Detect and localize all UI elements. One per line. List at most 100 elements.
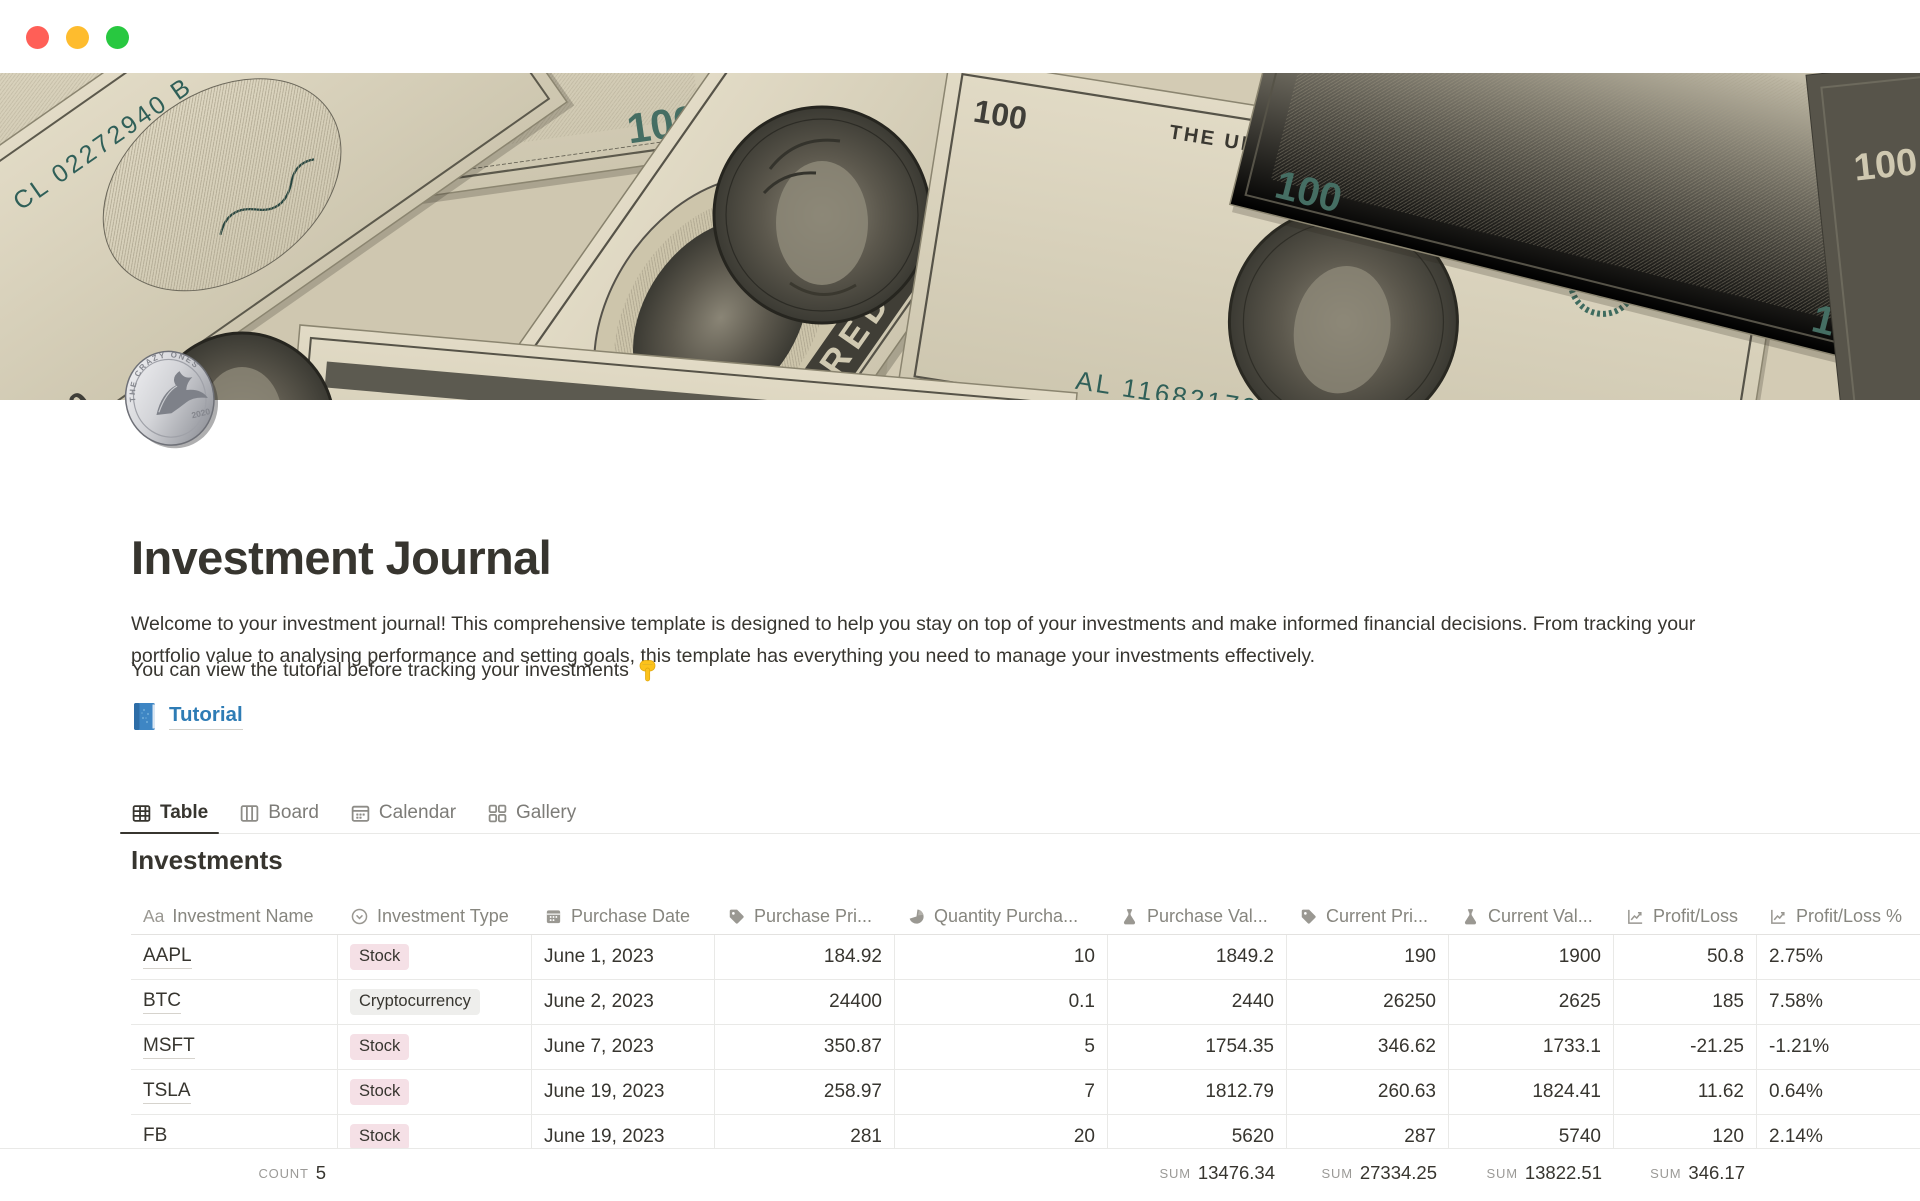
type-badge: Cryptocurrency (350, 989, 480, 1015)
sum-purchase-value[interactable]: SUM 13476.34 (1159, 1162, 1275, 1183)
cell-investment-name[interactable]: AAPL (131, 935, 338, 980)
column-header-purchase-price[interactable]: Purchase Pri... (715, 898, 895, 934)
tag-property-icon (729, 909, 744, 924)
board-view-icon (240, 804, 259, 822)
cell-current-value[interactable]: 1900 (1449, 935, 1614, 980)
cell-profit-loss-pct[interactable]: -1.21% (1757, 1025, 1920, 1070)
tutorial-link-block: Tutorial (131, 698, 243, 734)
cell-current-value[interactable]: 1733.1 (1449, 1025, 1614, 1070)
pointing-down-emoji-icon (639, 660, 656, 682)
cell-purchase-value[interactable]: 1754.35 (1108, 1025, 1287, 1070)
formula-property-icon (1123, 908, 1136, 924)
chart-property-icon (1628, 909, 1643, 924)
zoom-button[interactable] (106, 26, 129, 49)
page-icon-coin[interactable]: THE CRAZY ONES 2020 (118, 343, 220, 450)
cell-investment-name[interactable]: BTC (131, 980, 338, 1025)
tag-property-icon (1301, 909, 1316, 924)
cell-purchase-price[interactable]: 350.87 (715, 1025, 895, 1070)
table-footer: COUNT 5 SUM 13476.34 SUM 27334.25 SUM 13… (0, 1148, 1920, 1201)
formula-property-icon (1464, 908, 1477, 924)
cell-investment-type[interactable]: Stock (338, 935, 532, 980)
gallery-view-icon (488, 804, 507, 822)
view-tabbar: Table Board Calendar (119, 793, 1920, 834)
close-button[interactable] (26, 26, 49, 49)
cell-profit-loss-pct[interactable]: 0.64% (1757, 1070, 1920, 1115)
cell-purchase-value[interactable]: 1812.79 (1108, 1070, 1287, 1115)
cell-purchase-date[interactable]: June 1, 2023 (532, 935, 715, 980)
cell-investment-name[interactable]: TSLA (131, 1070, 338, 1115)
cell-purchase-price[interactable]: 24400 (715, 980, 895, 1025)
window-titlebar (0, 0, 1920, 73)
table-row: TSLA Stock June 19, 2023 258.97 7 1812.7… (131, 1070, 1920, 1115)
column-header-purchase-value[interactable]: Purchase Val... (1108, 898, 1287, 934)
cell-quantity[interactable]: 0.1 (895, 980, 1108, 1025)
cell-purchase-date[interactable]: June 19, 2023 (532, 1070, 715, 1115)
text-property-icon: Aa (143, 905, 165, 926)
cell-current-value[interactable]: 1824.41 (1449, 1070, 1614, 1115)
pie-property-icon (909, 908, 924, 924)
cell-purchase-price[interactable]: 184.92 (715, 935, 895, 980)
cell-current-price[interactable]: 26250 (1287, 980, 1449, 1025)
cell-current-value[interactable]: 2625 (1449, 980, 1614, 1025)
table-header-row: Aa Investment Name Investment Type (131, 898, 1920, 935)
cell-investment-type[interactable]: Cryptocurrency (338, 980, 532, 1025)
cell-purchase-value[interactable]: 1849.2 (1108, 935, 1287, 980)
cell-current-price[interactable]: 260.63 (1287, 1070, 1449, 1115)
cell-quantity[interactable]: 10 (895, 935, 1108, 980)
svg-text:100: 100 (1852, 141, 1919, 189)
type-badge: Stock (350, 1034, 410, 1060)
cell-profit-loss-pct[interactable]: 2.75% (1757, 935, 1920, 980)
table-row: MSFT Stock June 7, 2023 350.87 5 1754.35… (131, 1025, 1920, 1070)
column-header-investment-name[interactable]: Aa Investment Name (143, 905, 314, 926)
column-header-quantity-purchased[interactable]: Quantity Purcha... (895, 898, 1108, 934)
column-header-current-price[interactable]: Current Pri... (1287, 898, 1449, 934)
cell-profit-loss[interactable]: -21.25 (1614, 1025, 1757, 1070)
tab-board[interactable]: Board (239, 793, 319, 833)
coin-icon: THE CRAZY ONES 2020 (118, 343, 219, 449)
cell-current-price[interactable]: 346.62 (1287, 1025, 1449, 1070)
table-row: AAPL Stock June 1, 2023 184.92 10 1849.2… (131, 935, 1920, 980)
cell-purchase-date[interactable]: June 7, 2023 (532, 1025, 715, 1070)
cell-profit-loss[interactable]: 50.8 (1614, 935, 1757, 980)
dollar-bill: 100 (1805, 73, 1920, 400)
database-title: Investments (131, 845, 283, 875)
tab-calendar[interactable]: Calendar (350, 793, 456, 833)
tab-table[interactable]: Table (119, 793, 220, 834)
count-aggregate[interactable]: COUNT 5 (258, 1162, 326, 1183)
table-row: BTC Cryptocurrency June 2, 2023 24400 0.… (131, 980, 1920, 1025)
cover-image: 100 100 CL 02272940 B 100 (0, 73, 1920, 400)
cell-profit-loss-pct[interactable]: 7.58% (1757, 980, 1920, 1025)
tutorial-link[interactable]: Tutorial (169, 703, 243, 730)
sum-profit-loss[interactable]: SUM 346.17 (1650, 1162, 1745, 1183)
column-header-purchase-date[interactable]: Purchase Date (532, 898, 715, 934)
cell-purchase-date[interactable]: June 2, 2023 (532, 980, 715, 1025)
cell-purchase-price[interactable]: 258.97 (715, 1070, 895, 1115)
portrait-engraving (712, 105, 932, 325)
page-title: Investment Journal (131, 531, 552, 585)
money-collage: 100 100 CL 02272940 B 100 (0, 73, 1920, 400)
chart-property-icon (1771, 909, 1786, 924)
cell-profit-loss[interactable]: 11.62 (1614, 1070, 1757, 1115)
cell-investment-type[interactable]: Stock (338, 1025, 532, 1070)
cell-profit-loss[interactable]: 185 (1614, 980, 1757, 1025)
svg-text:100: 100 (971, 93, 1029, 137)
cell-investment-type[interactable]: Stock (338, 1070, 532, 1115)
sum-current-value[interactable]: SUM 13822.51 (1486, 1162, 1602, 1183)
minimize-button[interactable] (66, 26, 89, 49)
sum-current-price[interactable]: SUM 27334.25 (1321, 1162, 1437, 1183)
type-badge: Stock (350, 1079, 410, 1105)
column-header-investment-type[interactable]: Investment Type (338, 898, 532, 934)
column-header-profit-loss[interactable]: Profit/Loss (1614, 898, 1757, 934)
cell-quantity[interactable]: 7 (895, 1070, 1108, 1115)
select-property-icon (351, 908, 368, 924)
page-description: Welcome to your investment journal! This… (131, 612, 1696, 667)
type-badge: Stock (350, 944, 410, 970)
cell-quantity[interactable]: 5 (895, 1025, 1108, 1070)
cell-current-price[interactable]: 190 (1287, 935, 1449, 980)
column-header-current-value[interactable]: Current Val... (1449, 898, 1614, 934)
cell-purchase-value[interactable]: 2440 (1108, 980, 1287, 1025)
column-header-profit-loss-pct[interactable]: Profit/Loss % (1757, 898, 1920, 934)
tab-gallery[interactable]: Gallery (487, 793, 576, 833)
cell-investment-name[interactable]: MSFT (131, 1025, 338, 1070)
